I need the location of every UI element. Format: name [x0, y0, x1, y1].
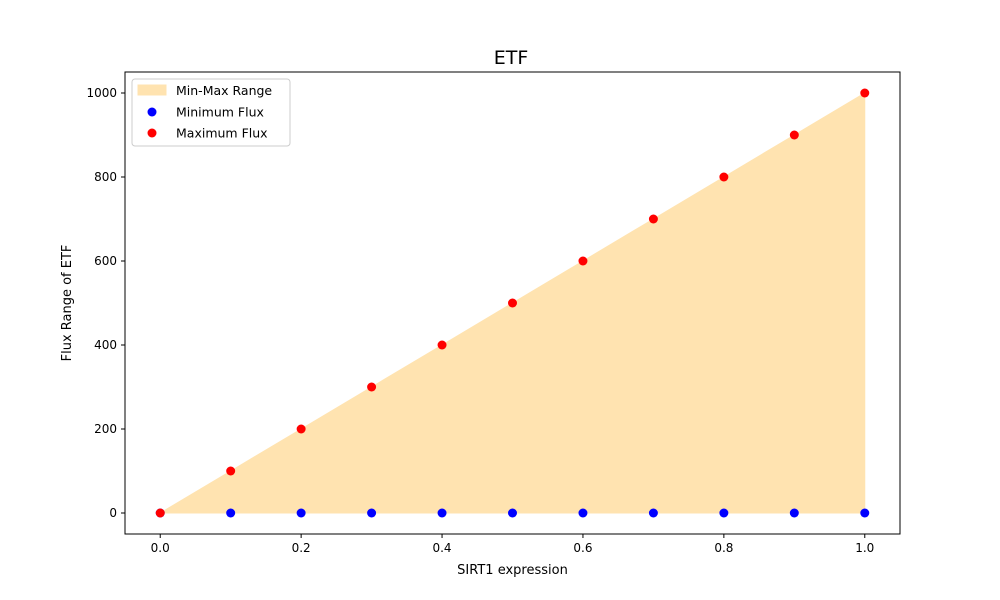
minimum-flux-point: [367, 508, 377, 518]
x-tick-label: 0.8: [714, 541, 733, 555]
minimum-flux-point: [296, 508, 306, 518]
maximum-flux-point: [367, 382, 377, 392]
legend-box: [131, 78, 291, 147]
x-tick-label: 0.2: [292, 541, 311, 555]
x-tick-label: 0.6: [573, 541, 592, 555]
plot-area: [155, 88, 870, 518]
y-tick-label: 800: [94, 170, 117, 184]
minimum-flux-point: [508, 508, 517, 518]
maximum-flux-point: [508, 298, 517, 308]
y-axis-label: Flux Range of ETF: [60, 245, 75, 362]
x-axis-label: SIRT1 expression: [457, 563, 568, 578]
minimum-flux-point: [648, 508, 658, 518]
x-tick-label: 0.0: [151, 541, 170, 555]
chart-title: ETF: [494, 47, 529, 69]
y-tick-label: 600: [94, 254, 117, 268]
minimum-flux-point: [719, 508, 729, 518]
minimum-flux-point: [789, 508, 799, 518]
minimum-flux-point: [226, 508, 236, 518]
legend-label-maximum-flux: Maximum Flux: [176, 126, 268, 141]
axes-frame: [124, 71, 901, 535]
x-tick-label: 1.0: [855, 541, 874, 555]
maximum-flux-point: [226, 466, 236, 476]
minimum-flux-point: [860, 508, 870, 518]
x-tick-label: 0.4: [432, 541, 451, 555]
legend-marker-maximum-flux: [147, 128, 157, 138]
y-tick-label: 1000: [86, 86, 117, 100]
axes: 0.0 0.2 0.4 0.6 0.8 1.0 0 200 400 600 800 1000: [86, 71, 901, 555]
legend-label-minimum-flux: Minimum Flux: [176, 105, 264, 120]
maximum-flux-point: [719, 172, 729, 182]
maximum-flux-point: [155, 508, 165, 518]
maximum-flux-point: [789, 130, 799, 140]
legend-swatch-min-max-range: [137, 84, 167, 96]
maximum-flux-point: [578, 256, 588, 266]
maximum-flux-point: [437, 340, 447, 350]
legend-label-min-max-range: Min-Max Range: [176, 83, 272, 98]
y-tick-label: 400: [94, 338, 117, 352]
maximum-flux-point: [296, 424, 306, 434]
y-tick-label: 0: [109, 506, 117, 520]
minimum-flux-point: [437, 508, 447, 518]
legend-marker-minimum-flux: [147, 107, 157, 117]
maximum-flux-point: [648, 214, 658, 224]
minimum-flux-point: [578, 508, 588, 518]
legend: Min-Max Range Minimum Flux Maximum Flux: [131, 78, 291, 147]
maximum-flux-point: [860, 88, 870, 98]
y-tick-label: 200: [94, 422, 117, 436]
